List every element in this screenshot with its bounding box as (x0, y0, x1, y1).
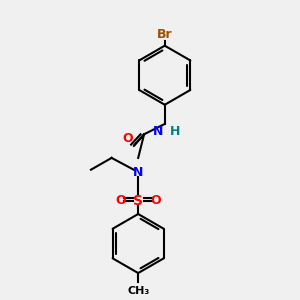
Text: N: N (133, 166, 143, 179)
Text: N: N (153, 125, 163, 138)
Text: O: O (151, 194, 161, 207)
Text: S: S (133, 194, 143, 208)
Text: O: O (122, 132, 133, 145)
Text: Br: Br (157, 28, 172, 41)
Text: CH₃: CH₃ (127, 286, 149, 296)
Text: H: H (170, 125, 181, 138)
Text: O: O (115, 194, 126, 207)
